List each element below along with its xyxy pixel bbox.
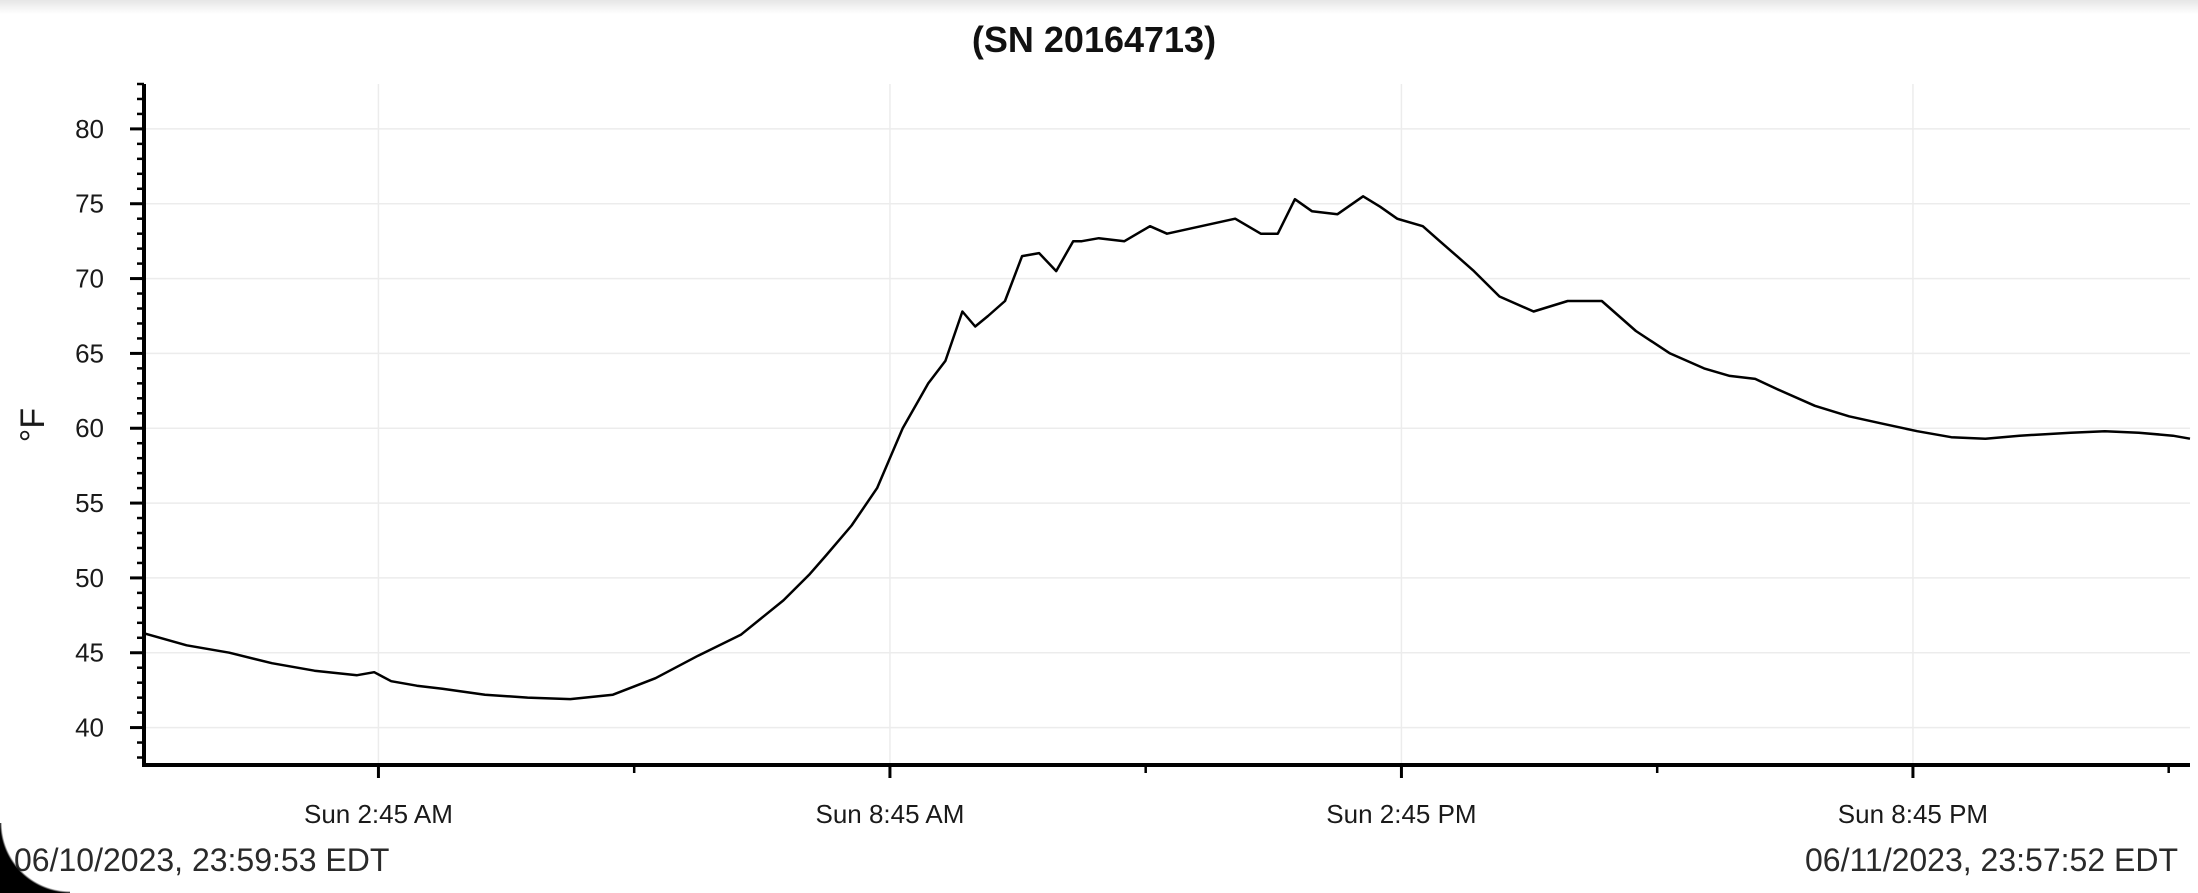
y-axis-label: °F (14, 408, 52, 442)
y-tick-label: 70 (75, 264, 104, 294)
x-tick-label: Sun 2:45 AM (304, 799, 453, 829)
range-start-label: 06/10/2023, 23:59:53 EDT (14, 842, 390, 878)
x-tick-label: Sun 8:45 AM (815, 799, 964, 829)
ticks: 40 45 50 55 60 65 70 75 80 Sun 2:45 AM Sun 8:45 AM… (75, 82, 2170, 829)
y-tick-label: 45 (75, 638, 104, 668)
chart-title: (SN 20164713) (972, 19, 1216, 60)
y-tick-label: 40 (75, 713, 104, 743)
x-tick-label: Sun 2:45 PM (1326, 799, 1476, 829)
axes (142, 84, 2190, 767)
y-tick-label: 75 (75, 189, 104, 219)
y-tick-label: 65 (75, 338, 104, 368)
y-tick-label: 80 (75, 114, 104, 144)
top-shadow (0, 0, 2198, 14)
y-tick-label: 60 (75, 413, 104, 443)
grid-lines (144, 84, 2190, 765)
series-group (143, 195, 2191, 701)
temperature-series-line (143, 195, 2191, 701)
range-end-label: 06/11/2023, 23:57:52 EDT (1804, 842, 2178, 878)
screen-corner (0, 823, 70, 893)
y-tick-label: 55 (75, 488, 104, 518)
x-tick-label: Sun 8:45 PM (1838, 799, 1988, 829)
y-tick-label: 50 (75, 563, 104, 593)
